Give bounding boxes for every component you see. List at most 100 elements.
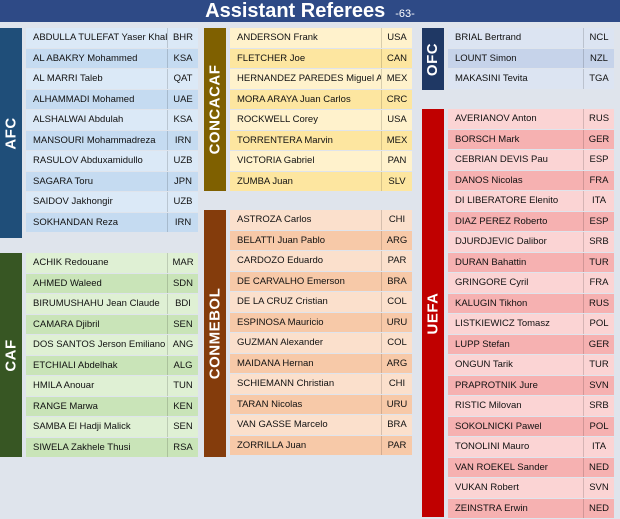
referee-row: ZEINSTRA Erwin NED <box>448 498 614 518</box>
country-code: NZL <box>583 48 614 68</box>
referee-row: VUKAN Robert SVN <box>448 478 614 498</box>
referee-name: FLETCHER Joe <box>237 52 306 64</box>
referee-row: MAKASINI Tevita TGA <box>448 69 614 89</box>
country-code: ARG <box>381 353 412 373</box>
referee-name: BELATTI Juan Pablo <box>237 234 326 246</box>
referee-name: KALUGIN Tikhon <box>455 297 528 309</box>
referee-row: ZORRILLA Juan PAR <box>230 435 412 455</box>
referee-name: GUZMAN Alexander <box>237 337 324 349</box>
referee-list: ANDERSON Frank USA FLETCHER Joe CAN HERNANDE… <box>230 28 412 192</box>
country-code: CRC <box>381 89 412 109</box>
referee-row: DANOS Nicolas FRA <box>448 170 614 190</box>
referee-name: VUKAN Robert <box>455 482 519 494</box>
referee-name: AL ABAKRY Mohammed <box>33 52 138 64</box>
referee-row: CEBRIAN DEVIS Pau ESP <box>448 150 614 170</box>
country-code: ALG <box>167 355 198 375</box>
country-code: MAR <box>167 253 198 273</box>
referee-name: ONGUN Tarik <box>455 359 513 371</box>
referee-list: AVERIANOV Anton RUS BORSCH Mark GER CEBRIAN … <box>448 109 614 519</box>
country-code: FRA <box>583 170 614 190</box>
referee-row: SAMBA El Hadji Malick SEN <box>26 417 198 437</box>
confederation-label: UEFA <box>422 109 444 517</box>
referee-row: DE LA CRUZ Cristian COL <box>230 292 412 312</box>
country-code: IRN <box>167 212 198 232</box>
country-code: RUS <box>583 293 614 313</box>
referee-name: VAN ROEKEL Sander <box>455 461 548 473</box>
referee-name: LUPP Stefan <box>455 338 510 350</box>
confederation-afc: AFC ABDULLA TULEFAT Yaser Khalil BHR AL AB… <box>0 28 198 238</box>
referee-name: ALSHALWAI Abdulah <box>33 114 124 126</box>
referee-name: HMILA Anouar <box>33 380 95 392</box>
confederation-ofc: OFC BRIAL Bertrand NCL LOUNT Simon NZL MAKAS… <box>422 28 614 90</box>
referee-name: AHMED Waleed <box>33 277 102 289</box>
referee-name: MAIDANA Hernan <box>237 357 314 369</box>
confederation-label: CONCACAF <box>204 28 226 191</box>
referee-row: ASTROZA Carlos CHI <box>230 210 412 230</box>
country-code: TUR <box>583 355 614 375</box>
confederation-caf: CAF ACHIK Redouane MAR AHMED Waleed SDN BIRU… <box>0 253 198 457</box>
referee-list: ASTROZA Carlos CHI BELATTI Juan Pablo ARG CA… <box>230 210 412 456</box>
referee-row: CARDOZO Eduardo PAR <box>230 251 412 271</box>
referee-row: DI LIBERATORE Elenito ITA <box>448 191 614 211</box>
country-code: KSA <box>167 48 198 68</box>
referee-row: SOKOLNICKI Pawel POL <box>448 416 614 436</box>
referee-name: MAKASINI Tevita <box>455 73 528 85</box>
country-code: KSA <box>167 110 198 130</box>
country-code: IRN <box>167 130 198 150</box>
referee-name: ESPINOSA Mauricio <box>237 316 324 328</box>
referee-row: GUZMAN Alexander COL <box>230 333 412 353</box>
referee-name: DI LIBERATORE Elenito <box>455 195 559 207</box>
referee-name: HERNANDEZ PAREDES Miguel Angel <box>237 73 381 85</box>
referee-name: LOUNT Simon <box>455 52 517 64</box>
referee-row: AL ABAKRY Mohammed KSA <box>26 48 198 68</box>
referee-row: LUPP Stefan GER <box>448 334 614 354</box>
country-code: USA <box>381 28 412 48</box>
country-code: QAT <box>167 69 198 89</box>
referee-row: LISTKIEWICZ Tomasz POL <box>448 314 614 334</box>
referee-row: ACHIK Redouane MAR <box>26 253 198 273</box>
country-code: ARG <box>381 230 412 250</box>
country-code: TUN <box>167 376 198 396</box>
referee-name: ZUMBA Juan <box>237 175 293 187</box>
referee-row: BELATTI Juan Pablo ARG <box>230 230 412 250</box>
referee-row: PRAPROTNIK Jure SVN <box>448 375 614 395</box>
country-code: TUR <box>583 252 614 272</box>
country-code: PAR <box>381 251 412 271</box>
referee-row: TORRENTERA Marvin MEX <box>230 130 412 150</box>
referee-name: PRAPROTNIK Jure <box>455 379 538 391</box>
country-code: SEN <box>167 417 198 437</box>
referee-name: MANSOURI Mohammadreza <box>33 134 156 146</box>
referee-name: VICTORIA Gabriel <box>237 155 315 167</box>
confederation-concacaf: CONCACAF ANDERSON Frank USA FLETCHER Joe CA… <box>204 28 412 191</box>
referee-name: ROCKWELL Corey <box>237 114 318 126</box>
country-code: BRA <box>381 271 412 291</box>
country-code: SRB <box>583 396 614 416</box>
referee-name: CARDOZO Eduardo <box>237 255 324 267</box>
confederation-uefa: UEFA AVERIANOV Anton RUS BORSCH Mark GER CEB… <box>422 109 614 519</box>
referee-row: MANSOURI Mohammadreza IRN <box>26 130 198 150</box>
referee-name: RANGE Marwa <box>33 400 98 412</box>
referee-name: ANDERSON Frank <box>237 32 318 44</box>
referee-row: AHMED Waleed SDN <box>26 273 198 293</box>
referee-name: SOKOLNICKI Pawel <box>455 420 542 432</box>
country-code: NED <box>583 457 614 477</box>
country-code: PAN <box>381 151 412 171</box>
country-code: NED <box>583 498 614 518</box>
referee-row: ALHAMMADI Mohamed UAE <box>26 89 198 109</box>
country-code: NCL <box>583 28 614 48</box>
page-number: -63- <box>395 8 415 20</box>
country-code: MEX <box>381 69 412 89</box>
confederation-label: CONMEBOL <box>204 210 226 457</box>
referee-list: ABDULLA TULEFAT Yaser Khalil BHR AL ABAKRY… <box>26 28 198 233</box>
referee-list: BRIAL Bertrand NCL LOUNT Simon NZL MAKASINI … <box>448 28 614 90</box>
referee-row: ESPINOSA Mauricio URU <box>230 312 412 332</box>
referee-row: BORSCH Mark GER <box>448 129 614 149</box>
referee-name: DE CARVALHO Emerson <box>237 275 345 287</box>
country-code: PAR <box>381 435 412 455</box>
referee-name: SAIDOV Jakhongir <box>33 196 113 208</box>
referee-row: FLETCHER Joe CAN <box>230 48 412 68</box>
country-code: URU <box>381 312 412 332</box>
referee-name: DIAZ PEREZ Roberto <box>455 215 548 227</box>
referee-row: SAGARA Toru JPN <box>26 171 198 191</box>
referee-row: ONGUN Tarik TUR <box>448 355 614 375</box>
